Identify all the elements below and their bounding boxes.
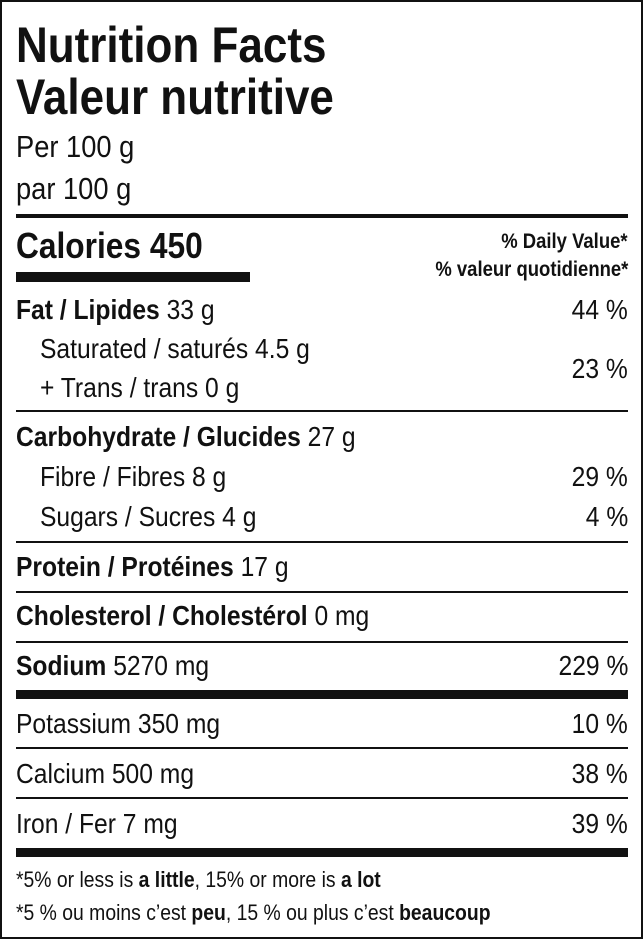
cholesterol-row: Cholesterol / Cholestérol 0 mg (16, 600, 370, 631)
fibre-dv: 29 % (571, 461, 628, 492)
saturated-trans-dv: 23 % (571, 353, 628, 384)
trans-row: + Trans / trans 0 g (40, 372, 240, 403)
footnote-fr: *5 % ou moins c’est peu, 15 % ou plus c’… (16, 900, 491, 925)
divider (16, 541, 628, 543)
title-en: Nutrition Facts (16, 17, 327, 73)
title-fr: Valeur nutritive (16, 69, 334, 125)
footnote-en: *5% or less is a little, 15% or more is … (16, 867, 381, 892)
daily-value-header-en: % Daily Value* (501, 230, 628, 253)
divider-thick (16, 848, 628, 857)
divider (16, 797, 628, 799)
fat-dv: 44 % (571, 294, 628, 325)
fibre-row: Fibre / Fibres 8 g (40, 461, 227, 492)
serving-size-fr: par 100 g (16, 171, 132, 206)
divider (16, 410, 628, 412)
carbohydrate-row: Carbohydrate / Glucides 27 g (16, 421, 356, 452)
protein-row: Protein / Protéines 17 g (16, 551, 289, 582)
daily-value-header-fr: % valeur quotidienne* (434, 258, 628, 281)
sugars-dv: 4 % (585, 501, 628, 532)
calcium-dv: 38 % (571, 758, 628, 789)
calcium-row: Calcium 500 mg (16, 758, 195, 789)
sodium-row: Sodium 5270 mg (16, 650, 210, 681)
sodium-dv: 229 % (558, 650, 628, 681)
sugars-row: Sugars / Sucres 4 g (40, 501, 257, 532)
iron-row: Iron / Fer 7 mg (16, 808, 178, 839)
potassium-row: Potassium 350 mg (16, 708, 221, 739)
fat-row: Fat / Lipides 33 g (16, 294, 215, 325)
divider (16, 214, 628, 218)
calories: Calories 450 (16, 225, 203, 266)
divider-thick (16, 690, 628, 699)
divider (16, 747, 628, 749)
calories-underline (16, 272, 250, 282)
divider (16, 591, 628, 593)
serving-size-en: Per 100 g (16, 129, 135, 164)
saturated-row: Saturated / saturés 4.5 g (40, 333, 310, 364)
divider (16, 641, 628, 643)
potassium-dv: 10 % (571, 708, 628, 739)
iron-dv: 39 % (571, 808, 628, 839)
